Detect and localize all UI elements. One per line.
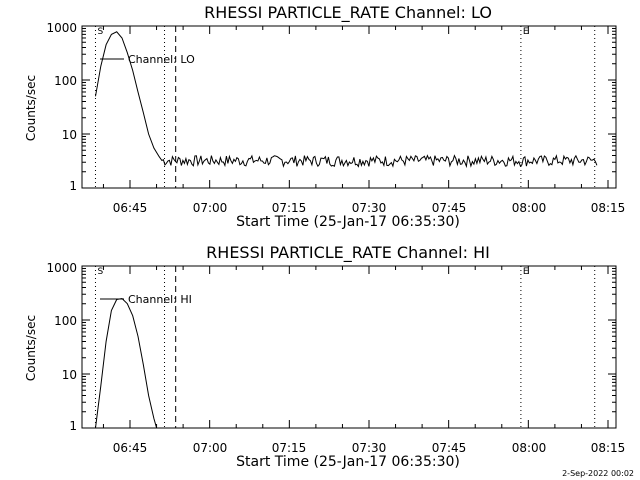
y-tick-label: 1000 <box>46 261 77 275</box>
x-tick-label: 07:15 <box>272 201 307 215</box>
event-marker-label: E <box>523 27 529 37</box>
footer-date: 2-Sep-2022 00:02 <box>562 469 634 478</box>
y-tick-label: 1 <box>69 419 77 433</box>
x-tick-label: 07:30 <box>352 201 387 215</box>
y-tick-label: 10 <box>62 368 77 382</box>
legend-text-lo: Channel: LO <box>128 53 195 66</box>
x-tick-label: 07:00 <box>193 441 228 455</box>
legend-lo: Channel: LO <box>100 53 195 66</box>
y-axis-label-hi: Counts/sec <box>24 315 38 381</box>
legend-hi: Channel: HI <box>100 293 192 306</box>
y-tick-label: 1 <box>69 179 77 193</box>
x-tick-label: 08:15 <box>591 201 626 215</box>
y-tick-label: 100 <box>54 74 77 88</box>
x-axis-label-hi: Start Time (25-Jan-17 06:35:30) <box>236 454 460 470</box>
series-line-lo <box>95 31 598 169</box>
x-axis-label-lo: Start Time (25-Jan-17 06:35:30) <box>236 214 460 230</box>
plot-frame-hi <box>81 265 617 429</box>
panel-lo: RHESSI PARTICLE_RATE Channel: LO 1 10 10… <box>24 3 625 230</box>
x-tick-label: 07:45 <box>432 201 467 215</box>
legend-text-hi: Channel: HI <box>128 293 192 306</box>
event-marker-label: S <box>97 267 103 277</box>
y-tick-label: 10 <box>62 128 77 142</box>
x-tick-label: 08:00 <box>512 201 547 215</box>
x-tick-label: 07:45 <box>432 441 467 455</box>
panel-hi: RHESSI PARTICLE_RATE Channel: HI 1 10 10… <box>24 243 625 470</box>
x-tick-label: 07:00 <box>193 201 228 215</box>
plot-frame-lo <box>81 25 617 189</box>
x-tick-label: 08:00 <box>512 441 547 455</box>
x-tick-label: 06:45 <box>113 441 148 455</box>
y-tick-label: 100 <box>54 314 77 328</box>
x-tick-label: 07:15 <box>272 441 307 455</box>
y-axis-hi: 1 10 100 1000 <box>46 261 616 433</box>
x-axis-lo: 06:45 07:00 07:15 07:30 07:45 08:00 08:1… <box>102 26 626 215</box>
y-axis-lo: 1 10 100 1000 <box>46 21 616 193</box>
event-marker-label: E <box>523 267 529 277</box>
x-tick-label: 06:45 <box>113 201 148 215</box>
y-tick-label: 1000 <box>46 21 77 35</box>
chart-title-hi: RHESSI PARTICLE_RATE Channel: HI <box>206 243 490 263</box>
chart-title-lo: RHESSI PARTICLE_RATE Channel: LO <box>204 3 492 23</box>
y-axis-label-lo: Counts/sec <box>24 75 38 141</box>
event-marker-label: S <box>97 27 103 37</box>
x-tick-label: 08:15 <box>591 441 626 455</box>
x-tick-label: 07:30 <box>352 441 387 455</box>
x-axis-hi: 06:45 07:00 07:15 07:30 07:45 08:00 08:1… <box>102 266 626 455</box>
series-line-hi <box>95 297 158 429</box>
